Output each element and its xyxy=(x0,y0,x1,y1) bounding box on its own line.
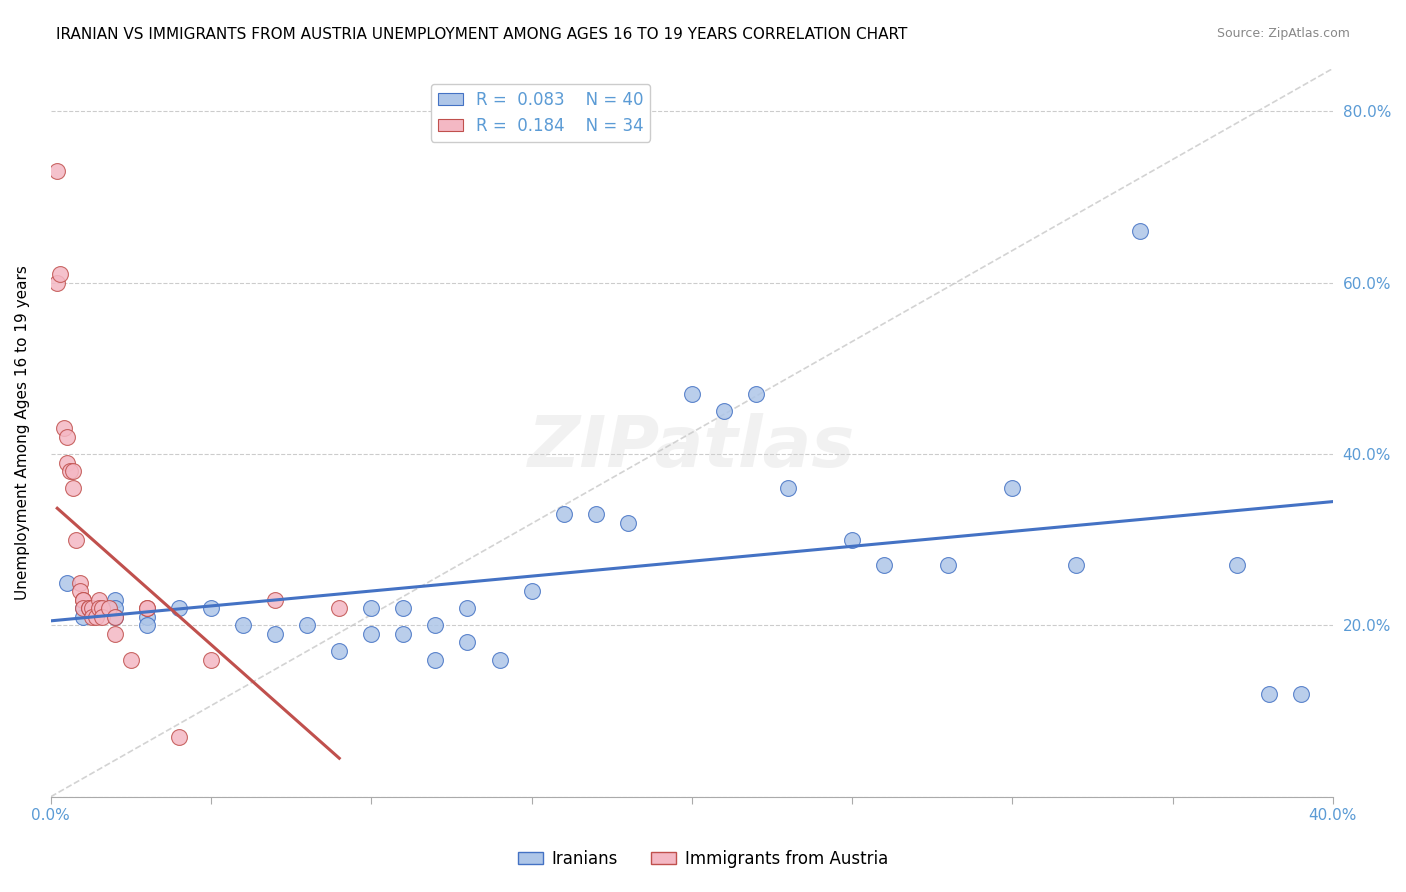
Point xyxy=(713,404,735,418)
Point xyxy=(56,430,79,444)
Point xyxy=(425,618,447,632)
Point xyxy=(488,652,510,666)
Point xyxy=(69,575,91,590)
Point xyxy=(776,481,799,495)
Point xyxy=(1226,558,1249,573)
Point xyxy=(520,584,543,599)
Point xyxy=(136,601,159,615)
Point xyxy=(56,575,79,590)
Point xyxy=(232,618,254,632)
Point xyxy=(46,276,69,290)
Point xyxy=(82,601,104,615)
Point xyxy=(745,387,768,401)
Point xyxy=(136,618,159,632)
Point xyxy=(104,609,127,624)
Point xyxy=(104,609,127,624)
Point xyxy=(264,592,287,607)
Point xyxy=(873,558,896,573)
Point xyxy=(62,464,84,478)
Point xyxy=(56,456,79,470)
Point xyxy=(392,601,415,615)
Point xyxy=(425,652,447,666)
Point xyxy=(264,627,287,641)
Point xyxy=(136,609,159,624)
Point xyxy=(456,601,478,615)
Point xyxy=(200,601,222,615)
Point xyxy=(104,601,127,615)
Point xyxy=(72,601,94,615)
Point xyxy=(62,481,84,495)
Point xyxy=(104,627,127,641)
Point xyxy=(585,507,607,521)
Point xyxy=(1257,687,1279,701)
Point xyxy=(136,601,159,615)
Point xyxy=(87,592,110,607)
Point xyxy=(167,730,190,744)
Point xyxy=(79,601,101,615)
Point xyxy=(52,421,75,435)
Point xyxy=(936,558,959,573)
Legend: Iranians, Immigrants from Austria: Iranians, Immigrants from Austria xyxy=(512,844,894,875)
Point xyxy=(49,267,72,281)
Point xyxy=(392,627,415,641)
Point xyxy=(360,601,382,615)
Point xyxy=(297,618,319,632)
Point xyxy=(120,652,142,666)
Legend: R =  0.083    N = 40, R =  0.184    N = 34: R = 0.083 N = 40, R = 0.184 N = 34 xyxy=(430,84,650,142)
Point xyxy=(1066,558,1088,573)
Point xyxy=(167,601,190,615)
Point xyxy=(72,592,94,607)
Point xyxy=(97,601,120,615)
Text: ZIPatlas: ZIPatlas xyxy=(529,413,855,482)
Point xyxy=(456,635,478,649)
Point xyxy=(1001,481,1024,495)
Point xyxy=(79,601,101,615)
Point xyxy=(553,507,575,521)
Point xyxy=(841,533,863,547)
Point xyxy=(91,601,114,615)
Point xyxy=(72,609,94,624)
Y-axis label: Unemployment Among Ages 16 to 19 years: Unemployment Among Ages 16 to 19 years xyxy=(15,265,30,600)
Point xyxy=(360,627,382,641)
Point xyxy=(616,516,638,530)
Text: IRANIAN VS IMMIGRANTS FROM AUSTRIA UNEMPLOYMENT AMONG AGES 16 TO 19 YEARS CORREL: IRANIAN VS IMMIGRANTS FROM AUSTRIA UNEMP… xyxy=(56,27,908,42)
Point xyxy=(681,387,703,401)
Point xyxy=(328,601,350,615)
Point xyxy=(65,533,87,547)
Text: Source: ZipAtlas.com: Source: ZipAtlas.com xyxy=(1216,27,1350,40)
Point xyxy=(87,601,110,615)
Point xyxy=(1289,687,1312,701)
Point xyxy=(72,592,94,607)
Point xyxy=(1129,224,1152,238)
Point xyxy=(69,584,91,599)
Point xyxy=(72,601,94,615)
Point xyxy=(91,609,114,624)
Point xyxy=(200,652,222,666)
Point xyxy=(328,644,350,658)
Point xyxy=(84,609,107,624)
Point xyxy=(46,164,69,178)
Point xyxy=(104,592,127,607)
Point xyxy=(59,464,82,478)
Point xyxy=(82,609,104,624)
